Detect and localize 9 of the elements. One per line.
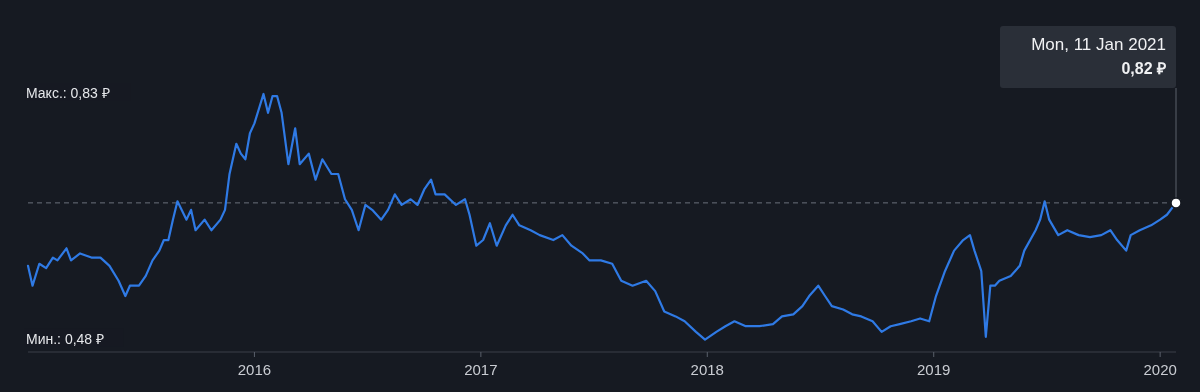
x-tick-label: 2020 — [1143, 361, 1177, 378]
x-tick-label: 2019 — [917, 361, 951, 378]
text: Mon, 11 Jan 2021 — [1031, 35, 1166, 54]
x-tick-label: 2017 — [464, 361, 498, 378]
x-tick-label: 2016 — [237, 361, 272, 378]
annotation: Макс.: 0,83 ₽ — [26, 85, 110, 101]
annotation: Мин.: 0,48 ₽ — [26, 330, 105, 347]
text: 0,82 ₽ — [1121, 60, 1166, 77]
x-tick-label: 2018 — [690, 361, 724, 378]
